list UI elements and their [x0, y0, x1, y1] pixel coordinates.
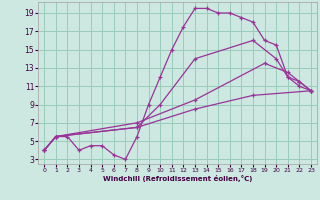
X-axis label: Windchill (Refroidissement éolien,°C): Windchill (Refroidissement éolien,°C): [103, 175, 252, 182]
